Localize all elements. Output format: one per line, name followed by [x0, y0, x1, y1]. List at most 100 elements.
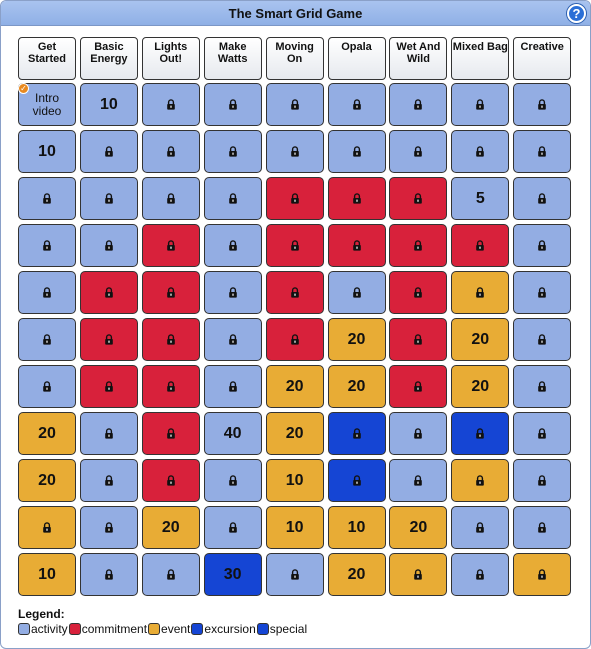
- grid-cell-commitment[interactable]: [389, 365, 448, 408]
- grid-cell-activity[interactable]: [265, 130, 324, 173]
- grid-cell-activity[interactable]: [203, 271, 262, 314]
- grid-cell-activity[interactable]: [79, 553, 138, 596]
- help-button[interactable]: ?: [567, 4, 586, 23]
- grid-cell-activity[interactable]: [513, 365, 572, 408]
- grid-cell-activity[interactable]: [18, 365, 76, 408]
- grid-cell-event[interactable]: 20: [451, 365, 510, 408]
- grid-cell-activity[interactable]: [203, 506, 262, 549]
- grid-cell-activity[interactable]: 5: [451, 177, 510, 220]
- grid-cell-activity[interactable]: [327, 130, 386, 173]
- grid-cell-activity[interactable]: [389, 412, 448, 455]
- grid-cell-commitment[interactable]: [79, 365, 138, 408]
- grid-cell-activity[interactable]: [451, 506, 510, 549]
- grid-cell-activity[interactable]: [141, 553, 200, 596]
- grid-cell-excursion[interactable]: [451, 412, 510, 455]
- grid-cell-activity[interactable]: Intro video ✓: [18, 83, 76, 126]
- grid-cell-activity[interactable]: [18, 318, 76, 361]
- grid-cell-activity[interactable]: 40: [203, 412, 262, 455]
- grid-cell-activity[interactable]: [513, 271, 572, 314]
- grid-cell-commitment[interactable]: [141, 271, 200, 314]
- grid-cell-activity[interactable]: [203, 83, 262, 126]
- grid-cell-activity[interactable]: [79, 412, 138, 455]
- grid-cell-activity[interactable]: [141, 130, 200, 173]
- grid-cell-activity[interactable]: 10: [79, 83, 138, 126]
- grid-cell-event[interactable]: 10: [327, 506, 386, 549]
- grid-cell-activity[interactable]: [327, 83, 386, 126]
- grid-cell-activity[interactable]: [79, 224, 138, 267]
- grid-cell-activity[interactable]: [18, 177, 76, 220]
- grid-cell-commitment[interactable]: [265, 224, 324, 267]
- grid-cell-commitment[interactable]: [265, 318, 324, 361]
- column-header[interactable]: Lights Out!: [141, 37, 200, 80]
- column-header[interactable]: Moving On: [265, 37, 324, 80]
- column-header[interactable]: Basic Energy: [79, 37, 138, 80]
- grid-cell-commitment[interactable]: [79, 318, 138, 361]
- grid-cell-event[interactable]: [451, 459, 510, 502]
- grid-cell-event[interactable]: [451, 271, 510, 314]
- grid-cell-event[interactable]: 20: [327, 318, 386, 361]
- grid-cell-commitment[interactable]: [327, 177, 386, 220]
- grid-cell-event[interactable]: [513, 553, 572, 596]
- grid-cell-event[interactable]: 10: [18, 553, 76, 596]
- grid-cell-activity[interactable]: [18, 224, 76, 267]
- grid-cell-event[interactable]: 20: [389, 506, 448, 549]
- grid-cell-commitment[interactable]: [141, 412, 200, 455]
- grid-cell-event[interactable]: 10: [265, 506, 324, 549]
- grid-cell-excursion[interactable]: [327, 459, 386, 502]
- grid-cell-activity[interactable]: [203, 459, 262, 502]
- grid-cell-activity[interactable]: [513, 177, 572, 220]
- grid-cell-activity[interactable]: [79, 459, 138, 502]
- grid-cell-activity[interactable]: [203, 365, 262, 408]
- grid-cell-activity[interactable]: [513, 412, 572, 455]
- grid-cell-event[interactable]: 20: [141, 506, 200, 549]
- grid-cell-commitment[interactable]: [389, 318, 448, 361]
- grid-cell-event[interactable]: 10: [265, 459, 324, 502]
- grid-cell-activity[interactable]: [79, 130, 138, 173]
- grid-cell-commitment[interactable]: [79, 271, 138, 314]
- grid-cell-activity[interactable]: [265, 553, 324, 596]
- grid-cell-activity[interactable]: [513, 224, 572, 267]
- grid-cell-activity[interactable]: [513, 459, 572, 502]
- grid-cell-activity[interactable]: 10: [18, 130, 76, 173]
- grid-cell-commitment[interactable]: [389, 271, 448, 314]
- grid-cell-activity[interactable]: [513, 318, 572, 361]
- grid-cell-commitment[interactable]: [389, 224, 448, 267]
- column-header[interactable]: Wet And Wild: [389, 37, 448, 80]
- grid-cell-activity[interactable]: [451, 553, 510, 596]
- grid-cell-event[interactable]: 20: [18, 459, 76, 502]
- grid-cell-event[interactable]: 20: [18, 412, 76, 455]
- grid-cell-activity[interactable]: [513, 130, 572, 173]
- grid-cell-commitment[interactable]: [141, 224, 200, 267]
- grid-cell-excursion[interactable]: [327, 412, 386, 455]
- grid-cell-event[interactable]: 20: [327, 553, 386, 596]
- grid-cell-activity[interactable]: [203, 130, 262, 173]
- grid-cell-activity[interactable]: [79, 506, 138, 549]
- grid-cell-event[interactable]: 20: [451, 318, 510, 361]
- grid-cell-activity[interactable]: [79, 177, 138, 220]
- grid-cell-commitment[interactable]: [141, 318, 200, 361]
- grid-cell-event[interactable]: 20: [265, 412, 324, 455]
- grid-cell-activity[interactable]: [203, 177, 262, 220]
- grid-cell-activity[interactable]: [389, 459, 448, 502]
- grid-cell-event[interactable]: [389, 553, 448, 596]
- grid-cell-event[interactable]: [18, 506, 76, 549]
- grid-cell-activity[interactable]: [18, 271, 76, 314]
- grid-cell-activity[interactable]: [203, 318, 262, 361]
- grid-cell-activity[interactable]: [513, 506, 572, 549]
- column-header[interactable]: Opala: [327, 37, 386, 80]
- grid-cell-activity[interactable]: [513, 83, 572, 126]
- grid-cell-activity[interactable]: [389, 130, 448, 173]
- grid-cell-activity[interactable]: [141, 177, 200, 220]
- grid-cell-event[interactable]: 20: [265, 365, 324, 408]
- grid-cell-commitment[interactable]: [265, 271, 324, 314]
- grid-cell-activity[interactable]: [265, 83, 324, 126]
- grid-cell-activity[interactable]: [451, 83, 510, 126]
- column-header[interactable]: Creative: [513, 37, 572, 80]
- column-header[interactable]: Get Started: [18, 37, 76, 80]
- grid-cell-activity[interactable]: [451, 130, 510, 173]
- grid-cell-commitment[interactable]: [327, 224, 386, 267]
- grid-cell-activity[interactable]: [203, 224, 262, 267]
- grid-cell-commitment[interactable]: [141, 365, 200, 408]
- column-header[interactable]: Mixed Bag: [451, 37, 510, 80]
- column-header[interactable]: Make Watts: [203, 37, 262, 80]
